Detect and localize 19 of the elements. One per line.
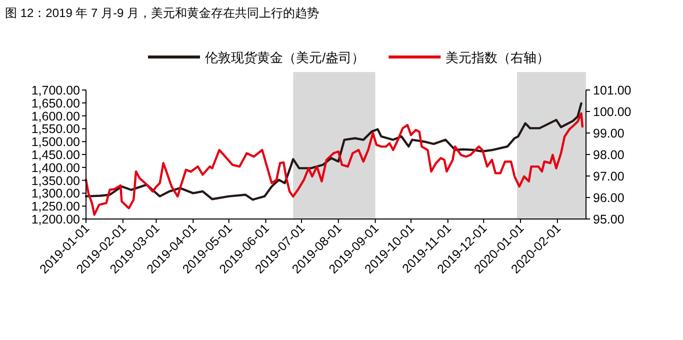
y2-tick-label: 95.00 — [593, 212, 624, 226]
y-tick-label: 1,700.00 — [31, 84, 80, 98]
y2-tick-label: 97.00 — [593, 170, 624, 184]
y2-tick-label: 100.00 — [593, 105, 632, 119]
y-tick-label: 1,300.00 — [31, 186, 80, 201]
y-tick-label: 1,250.00 — [31, 200, 80, 214]
y-tick-label: 1,500.00 — [31, 135, 80, 150]
y-tick-label: 1,200.00 — [31, 212, 80, 226]
y2-tick-label: 98.00 — [593, 148, 624, 162]
y-tick-label: 1,350.00 — [31, 174, 80, 188]
y-tick-label: 1,450.00 — [31, 148, 80, 162]
y-tick-label: 1,650.00 — [31, 96, 80, 110]
y2-tick-label: 96.00 — [593, 191, 624, 205]
y-tick-label: 1,550.00 — [31, 122, 80, 136]
y2-tick-label: 99.00 — [593, 126, 624, 140]
y-tick-label: 1,400.00 — [31, 160, 80, 175]
y2-tick-label: 101.00 — [593, 84, 632, 98]
title: 图 12：2019 年 7 月-9 月，美元和黄金存在共同上行的趋势 — [5, 6, 320, 20]
y-tick-label: 1,600.00 — [31, 109, 80, 124]
